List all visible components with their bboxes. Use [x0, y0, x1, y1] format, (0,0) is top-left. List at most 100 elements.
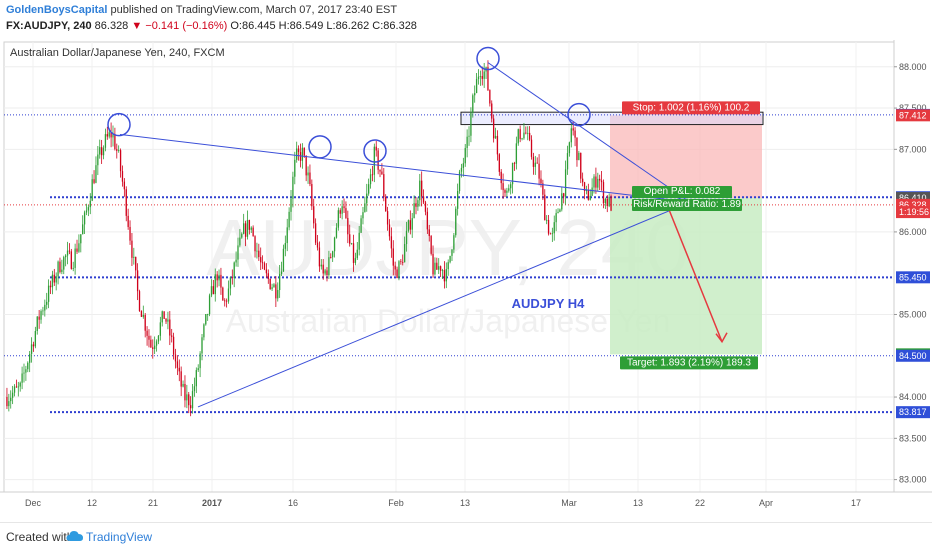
candle: [205, 314, 207, 326]
candle: [314, 218, 317, 246]
y-tick-label: 83.500: [899, 433, 927, 443]
candle: [44, 299, 46, 317]
candle: [610, 194, 612, 212]
svg-text:Target: 1.893 (2.19%) 189.3: Target: 1.893 (2.19%) 189.3: [627, 357, 751, 368]
time-axis[interactable]: Dec 12 21 2017 16 Feb 13 Mar 13 22 Apr 17: [0, 491, 932, 508]
candle: [106, 126, 108, 140]
candle: [451, 249, 453, 261]
candle: [407, 219, 410, 233]
candle: [63, 255, 65, 275]
candle: [549, 232, 552, 235]
candle: [422, 189, 425, 205]
x-tick-label: 13: [460, 498, 470, 508]
candle: [356, 241, 358, 260]
svg-text:84.500: 84.500: [899, 351, 927, 361]
candle: [326, 267, 328, 282]
candle: [250, 226, 252, 234]
candle: [182, 380, 184, 388]
candle: [396, 266, 398, 279]
x-tick-label: 22: [695, 498, 705, 508]
candle: [235, 251, 237, 267]
candle: [178, 359, 180, 382]
low-value: L:86.262: [326, 20, 370, 32]
candle: [195, 367, 197, 394]
x-tick-label: 21: [148, 498, 158, 508]
candle: [46, 292, 48, 310]
candle: [394, 261, 396, 276]
candle: [275, 276, 277, 307]
candle: [61, 259, 63, 275]
y-tick-label: 85.000: [899, 309, 927, 319]
candle: [521, 137, 523, 141]
candle: [419, 173, 421, 207]
candle: [89, 193, 91, 215]
candle: [207, 313, 209, 321]
candle: [566, 145, 569, 175]
annotation-text: AUDJPY H4: [512, 296, 586, 311]
tradingview-cloud-icon: [66, 531, 83, 541]
candle: [261, 255, 264, 270]
candle: [443, 261, 446, 289]
candle: [121, 165, 124, 187]
candle: [487, 60, 489, 91]
trendline-ascending: [197, 201, 691, 408]
candle: [34, 326, 37, 349]
candle: [290, 189, 292, 221]
candle: [227, 280, 230, 304]
price-chart[interactable]: AUDJPY, 240 Australian Dollar/Japanese Y…: [0, 40, 932, 522]
candle: [563, 192, 565, 204]
change-arrow-icon: ▼: [131, 20, 143, 32]
candle: [402, 254, 404, 266]
candle: [32, 341, 35, 352]
candle: [64, 254, 67, 267]
candle: [358, 225, 360, 256]
candle: [367, 178, 370, 196]
svg-text:87.412: 87.412: [899, 110, 927, 120]
resistance-box: [460, 111, 764, 126]
candle: [180, 366, 182, 397]
candle: [176, 355, 179, 376]
candle: [282, 244, 285, 272]
candle: [606, 195, 608, 213]
candle: [72, 261, 74, 272]
candle: [445, 262, 447, 289]
candle: [135, 256, 137, 278]
tradingview-brand-link[interactable]: TradingView: [86, 530, 153, 544]
candle: [390, 227, 393, 258]
candle: [458, 169, 461, 194]
candle: [441, 268, 444, 279]
candle: [199, 351, 201, 378]
projection-arrow: [667, 206, 723, 343]
candle: [561, 186, 563, 212]
price-tag: 83.817: [896, 406, 930, 419]
ohlc-line: FX:AUDJPY, 240 86.328 ▼ −0.141 (−0.16%) …: [6, 20, 417, 32]
candle: [19, 381, 21, 392]
candle: [551, 227, 554, 242]
candle: [492, 114, 495, 143]
chart-title: Australian Dollar/Japanese Yen, 240, FXC…: [10, 47, 225, 59]
candle: [347, 210, 349, 244]
price-axis[interactable]: 88.000 87.500 87.000 86.000 85.000 84.000 83.5…: [893, 40, 932, 522]
publisher-name[interactable]: GoldenBoysCapital: [6, 4, 108, 16]
candle: [152, 339, 154, 359]
candle: [392, 240, 394, 276]
candle: [49, 280, 52, 295]
created-with-text: Created with: [6, 530, 74, 544]
candle: [324, 268, 326, 276]
candle: [78, 234, 80, 253]
high-value: H:86.549: [278, 20, 324, 32]
candle: [330, 253, 332, 259]
candle: [564, 160, 567, 205]
candle: [517, 128, 519, 146]
stop-label: Stop: 1.002 (1.16%) 100.2: [622, 101, 760, 115]
candle: [271, 283, 273, 292]
candle: [30, 337, 33, 363]
swing-circle-2: [308, 135, 332, 159]
candle: [241, 232, 243, 239]
trendline-descending-long: [119, 133, 691, 203]
candle: [66, 241, 69, 265]
candle: [25, 365, 27, 381]
candle: [542, 179, 544, 201]
swing-circle-5: [567, 102, 591, 127]
candle: [438, 258, 440, 275]
